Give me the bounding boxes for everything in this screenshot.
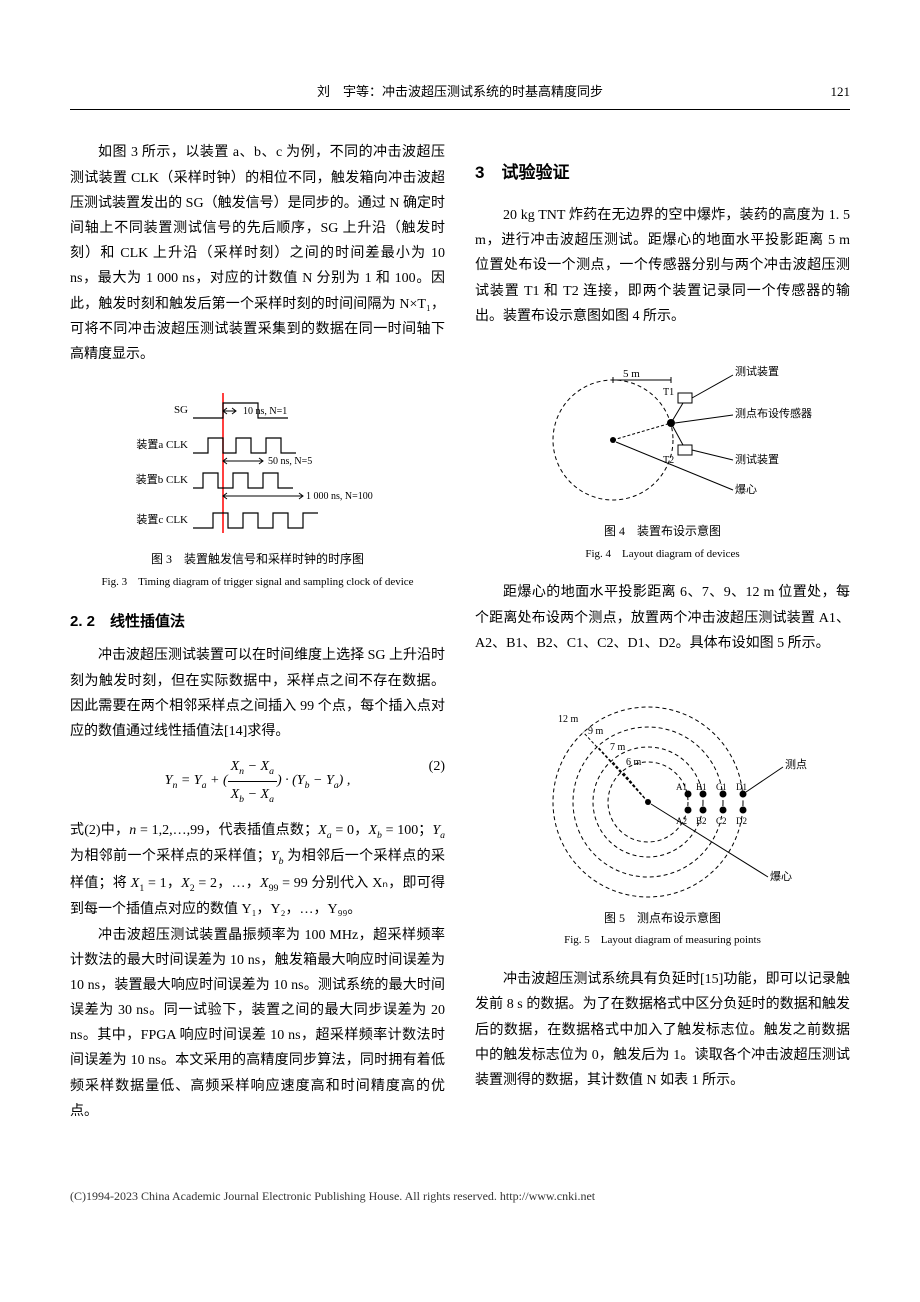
svg-text:装置a CLK: 装置a CLK — [136, 438, 188, 451]
paragraph-5: 20 kg TNT 炸药在无边界的空中爆炸，装药的高度为 1. 5 m，进行冲击… — [475, 203, 850, 329]
paragraph-1: 如图 3 所示，以装置 a、b、c 为例，不同的冲击波超压测试装置 CLK（采样… — [70, 140, 445, 367]
page-header: 刘 宇等：冲击波超压测试系统的时基高精度同步 121 — [70, 80, 850, 110]
figure-3-svg: SG 10 ns, N=1 装置a CLK 50 ns, N=5 装置b CLK — [128, 383, 388, 543]
fig3-caption-cn: 图 3 装置触发信号和采样时钟的时序图 — [70, 549, 445, 571]
running-title: 刘 宇等：冲击波超压测试系统的时基高精度同步 — [317, 84, 603, 99]
svg-text:50 ns, N=5: 50 ns, N=5 — [268, 456, 312, 467]
svg-text:SG: SG — [173, 404, 187, 416]
svg-text:爆心: 爆心 — [770, 869, 792, 883]
paragraph-2: 冲击波超压测试装置可以在时间维度上选择 SG 上升沿时刻为触发时刻，但在实际数据… — [70, 643, 445, 744]
svg-text:测试装置: 测试装置 — [735, 365, 779, 378]
svg-text:D2: D2 — [736, 816, 747, 826]
svg-text:D1: D1 — [736, 782, 747, 792]
svg-text:7 m: 7 m — [610, 742, 626, 753]
svg-text:测点布设传感器: 测点布设传感器 — [735, 407, 812, 420]
svg-text:测试装置: 测试装置 — [735, 453, 779, 466]
svg-text:6 m: 6 m — [626, 757, 642, 768]
svg-text:T1: T1 — [663, 387, 674, 398]
svg-text:T2: T2 — [663, 455, 674, 466]
figure-4: 5 m T1 T2 测试装置 测点布设传感器 测试 — [475, 345, 850, 564]
page-footer: (C)1994-2023 China Academic Journal Elec… — [70, 1176, 850, 1208]
svg-text:10 ns, N=1: 10 ns, N=1 — [243, 406, 287, 417]
fig4-caption-en: Fig. 4 Layout diagram of devices — [475, 545, 850, 565]
section-3-title: 3 试验验证 — [475, 158, 850, 189]
fig4-caption-cn: 图 4 装置布设示意图 — [475, 521, 850, 543]
paragraph-3: 式(2)中，n = 1,2,…,99，代表插值点数；Xa = 0，Xb = 10… — [70, 818, 445, 922]
svg-text:装置b CLK: 装置b CLK — [135, 473, 187, 486]
formula-2: Yn = Ya + (Xn − XaXb − Xa) · (Yb − Ya) ,… — [70, 754, 445, 808]
figure-5: 12 m 9 m 7 m 6 m A1 B1 C1 D1 — [475, 672, 850, 951]
svg-text:C1: C1 — [716, 782, 727, 792]
right-column: 3 试验验证 20 kg TNT 炸药在无边界的空中爆炸，装药的高度为 1. 5… — [475, 140, 850, 1126]
page-number: 121 — [831, 80, 851, 103]
left-column: 如图 3 所示，以装置 a、b、c 为例，不同的冲击波超压测试装置 CLK（采样… — [70, 140, 445, 1126]
svg-text:B1: B1 — [696, 782, 707, 792]
svg-text:9 m: 9 m — [588, 726, 604, 737]
svg-text:B2: B2 — [696, 816, 707, 826]
svg-text:测点: 测点 — [785, 758, 807, 771]
figure-3: SG 10 ns, N=1 装置a CLK 50 ns, N=5 装置b CLK — [70, 383, 445, 592]
two-column-layout: 如图 3 所示，以装置 a、b、c 为例，不同的冲击波超压测试装置 CLK（采样… — [70, 140, 850, 1126]
paragraph-6: 距爆心的地面水平投影距离 6、7、9、12 m 位置处，每个距离处布设两个测点，… — [475, 580, 850, 656]
svg-text:1 000 ns, N=100: 1 000 ns, N=100 — [306, 491, 373, 502]
figure-4-svg: 5 m T1 T2 测试装置 测点布设传感器 测试 — [513, 345, 813, 515]
subsection-2-2-title: 2. 2 线性插值法 — [70, 608, 445, 635]
figure-5-svg: 12 m 9 m 7 m 6 m A1 B1 C1 D1 — [508, 672, 818, 902]
fig3-caption-en: Fig. 3 Timing diagram of trigger signal … — [70, 573, 445, 593]
svg-text:5 m: 5 m — [623, 368, 640, 380]
svg-text:爆心: 爆心 — [735, 482, 757, 496]
svg-text:装置c CLK: 装置c CLK — [136, 513, 188, 526]
paragraph-7: 冲击波超压测试系统具有负延时[15]功能，即可以记录触发前 8 s 的数据。为了… — [475, 967, 850, 1093]
svg-text:A1: A1 — [676, 782, 687, 792]
svg-text:12 m: 12 m — [558, 714, 579, 725]
paragraph-4: 冲击波超压测试装置晶振频率为 100 MHz，超采样频率计数法的最大时间误差为 … — [70, 923, 445, 1125]
fig5-caption-en: Fig. 5 Layout diagram of measuring point… — [475, 931, 850, 951]
svg-text:C2: C2 — [716, 816, 727, 826]
fig5-caption-cn: 图 5 测点布设示意图 — [475, 908, 850, 930]
